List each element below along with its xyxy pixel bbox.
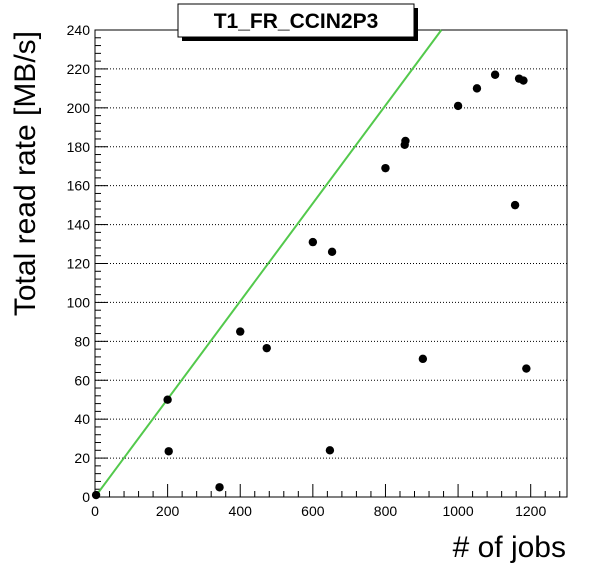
data-point xyxy=(418,354,428,364)
y-tick-label: 20 xyxy=(74,450,90,466)
x-tick-label: 600 xyxy=(301,503,325,519)
y-tick-label: 40 xyxy=(74,411,90,427)
data-point xyxy=(510,200,520,210)
data-point xyxy=(163,395,172,404)
grid-layer xyxy=(95,68,567,459)
ticks-layer: 0 20 40 60 80 100 120 140 160 180 200 220 240 0 200 400… xyxy=(67,22,561,519)
data-point xyxy=(472,84,482,93)
y-tick-label: 80 xyxy=(74,333,90,349)
y-tick-label: 120 xyxy=(67,256,91,272)
data-point xyxy=(490,70,500,79)
x-tick-label: 1000 xyxy=(442,503,473,519)
data-point xyxy=(519,76,528,85)
x-tick-label: 400 xyxy=(229,503,253,519)
chart-title: T1_FR_CCIN2P3 xyxy=(214,10,379,33)
data-point xyxy=(327,247,337,257)
data-point xyxy=(215,483,224,492)
data-point xyxy=(236,327,245,336)
data-point xyxy=(381,163,390,173)
data-point xyxy=(308,237,318,247)
data-point xyxy=(164,447,173,456)
y-tick-label: 100 xyxy=(67,294,91,310)
x-tick-label: 0 xyxy=(91,503,99,519)
reference-line xyxy=(94,29,443,498)
y-tick-label: 0 xyxy=(82,489,90,505)
y-tick-label: 60 xyxy=(74,372,90,388)
data-point xyxy=(401,136,410,146)
x-tick-label: 1200 xyxy=(515,503,546,519)
data-point xyxy=(325,446,335,455)
y-tick-label: 240 xyxy=(67,22,91,38)
y-tick-label: 200 xyxy=(67,100,91,116)
data-point xyxy=(522,364,531,373)
points-layer xyxy=(91,70,531,500)
data-point xyxy=(262,343,271,353)
data-point xyxy=(453,101,463,111)
y-tick-label: 160 xyxy=(67,178,91,194)
title-layer: T1_FR_CCIN2P3 xyxy=(177,3,418,41)
y-tick-label: 180 xyxy=(67,139,91,155)
x-tick-label: 200 xyxy=(156,503,180,519)
reference-line-layer xyxy=(94,29,443,498)
y-tick-label: 220 xyxy=(67,61,91,77)
y-axis-title: Total read rate [MB/s] xyxy=(9,31,42,316)
title-box xyxy=(177,3,415,38)
data-point xyxy=(91,490,101,500)
y-tick-label: 140 xyxy=(67,217,91,233)
x-tick-label: 800 xyxy=(374,503,398,519)
x-axis-title: # of jobs xyxy=(453,531,566,564)
